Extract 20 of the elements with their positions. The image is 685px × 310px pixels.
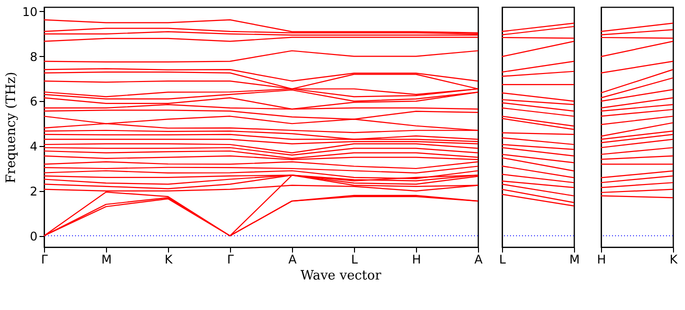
x-tick-label: M [101,252,112,266]
x-tick-label: H [412,252,422,266]
x-tick-label: A [288,252,298,266]
x-tick-label: Γ [41,252,48,266]
y-tick-label: 4 [30,140,38,154]
x-tick-label: Γ [227,252,234,266]
x-tick-label: M [569,252,580,266]
x-tick-label: K [164,252,174,266]
y-tick-label: 0 [30,229,38,244]
y-tick-label: 8 [30,50,38,64]
x-tick-label: L [351,252,358,266]
x-axis-title: Wave vector [300,268,382,284]
y-axis-title: Frequency (THz) [4,72,20,184]
x-tick-label: H [596,252,606,266]
y-tick-label: 10 [22,4,38,19]
x-tick-label: L [499,252,506,266]
y-tick-label: 2 [30,184,38,198]
y-tick-label: 6 [30,94,38,109]
x-tick-label: A [474,252,484,266]
x-tick-label: K [670,252,679,266]
